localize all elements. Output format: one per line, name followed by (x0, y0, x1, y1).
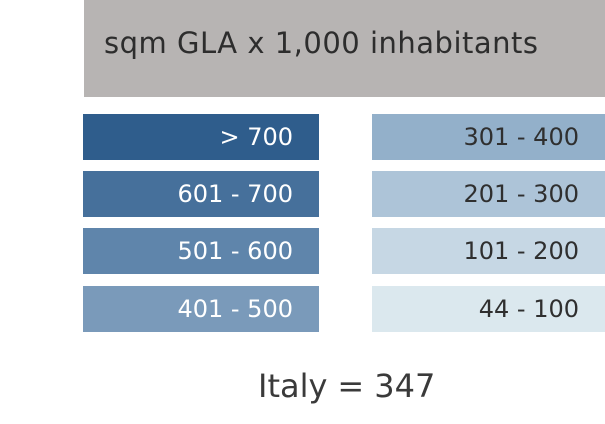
legend-class-2: 601 - 700 (83, 171, 319, 217)
legend-class-4: 401 - 500 (83, 286, 319, 332)
legend-class-7: 101 - 200 (372, 228, 605, 274)
legend-class-3: 501 - 600 (83, 228, 319, 274)
summary-equals: = (337, 367, 365, 405)
legend-class-label: > 700 (219, 123, 293, 151)
legend-class-5: 301 - 400 (372, 114, 605, 160)
legend-header: sqm GLA x 1,000 inhabitants (84, 0, 605, 97)
legend-class-label: 101 - 200 (463, 237, 579, 265)
summary-value: 347 (374, 367, 436, 405)
legend-title: sqm GLA x 1,000 inhabitants (104, 26, 539, 60)
country-summary: Italy = 347 (258, 367, 435, 405)
summary-country: Italy (258, 367, 328, 405)
legend-class-6: 201 - 300 (372, 171, 605, 217)
legend-class-label: 301 - 400 (463, 123, 579, 151)
legend-class-label: 44 - 100 (478, 295, 579, 323)
legend-class-label: 501 - 600 (177, 237, 293, 265)
legend-class-8: 44 - 100 (372, 286, 605, 332)
legend-class-label: 401 - 500 (177, 295, 293, 323)
legend-class-1: > 700 (83, 114, 319, 160)
legend-class-label: 601 - 700 (177, 180, 293, 208)
legend-class-label: 201 - 300 (463, 180, 579, 208)
